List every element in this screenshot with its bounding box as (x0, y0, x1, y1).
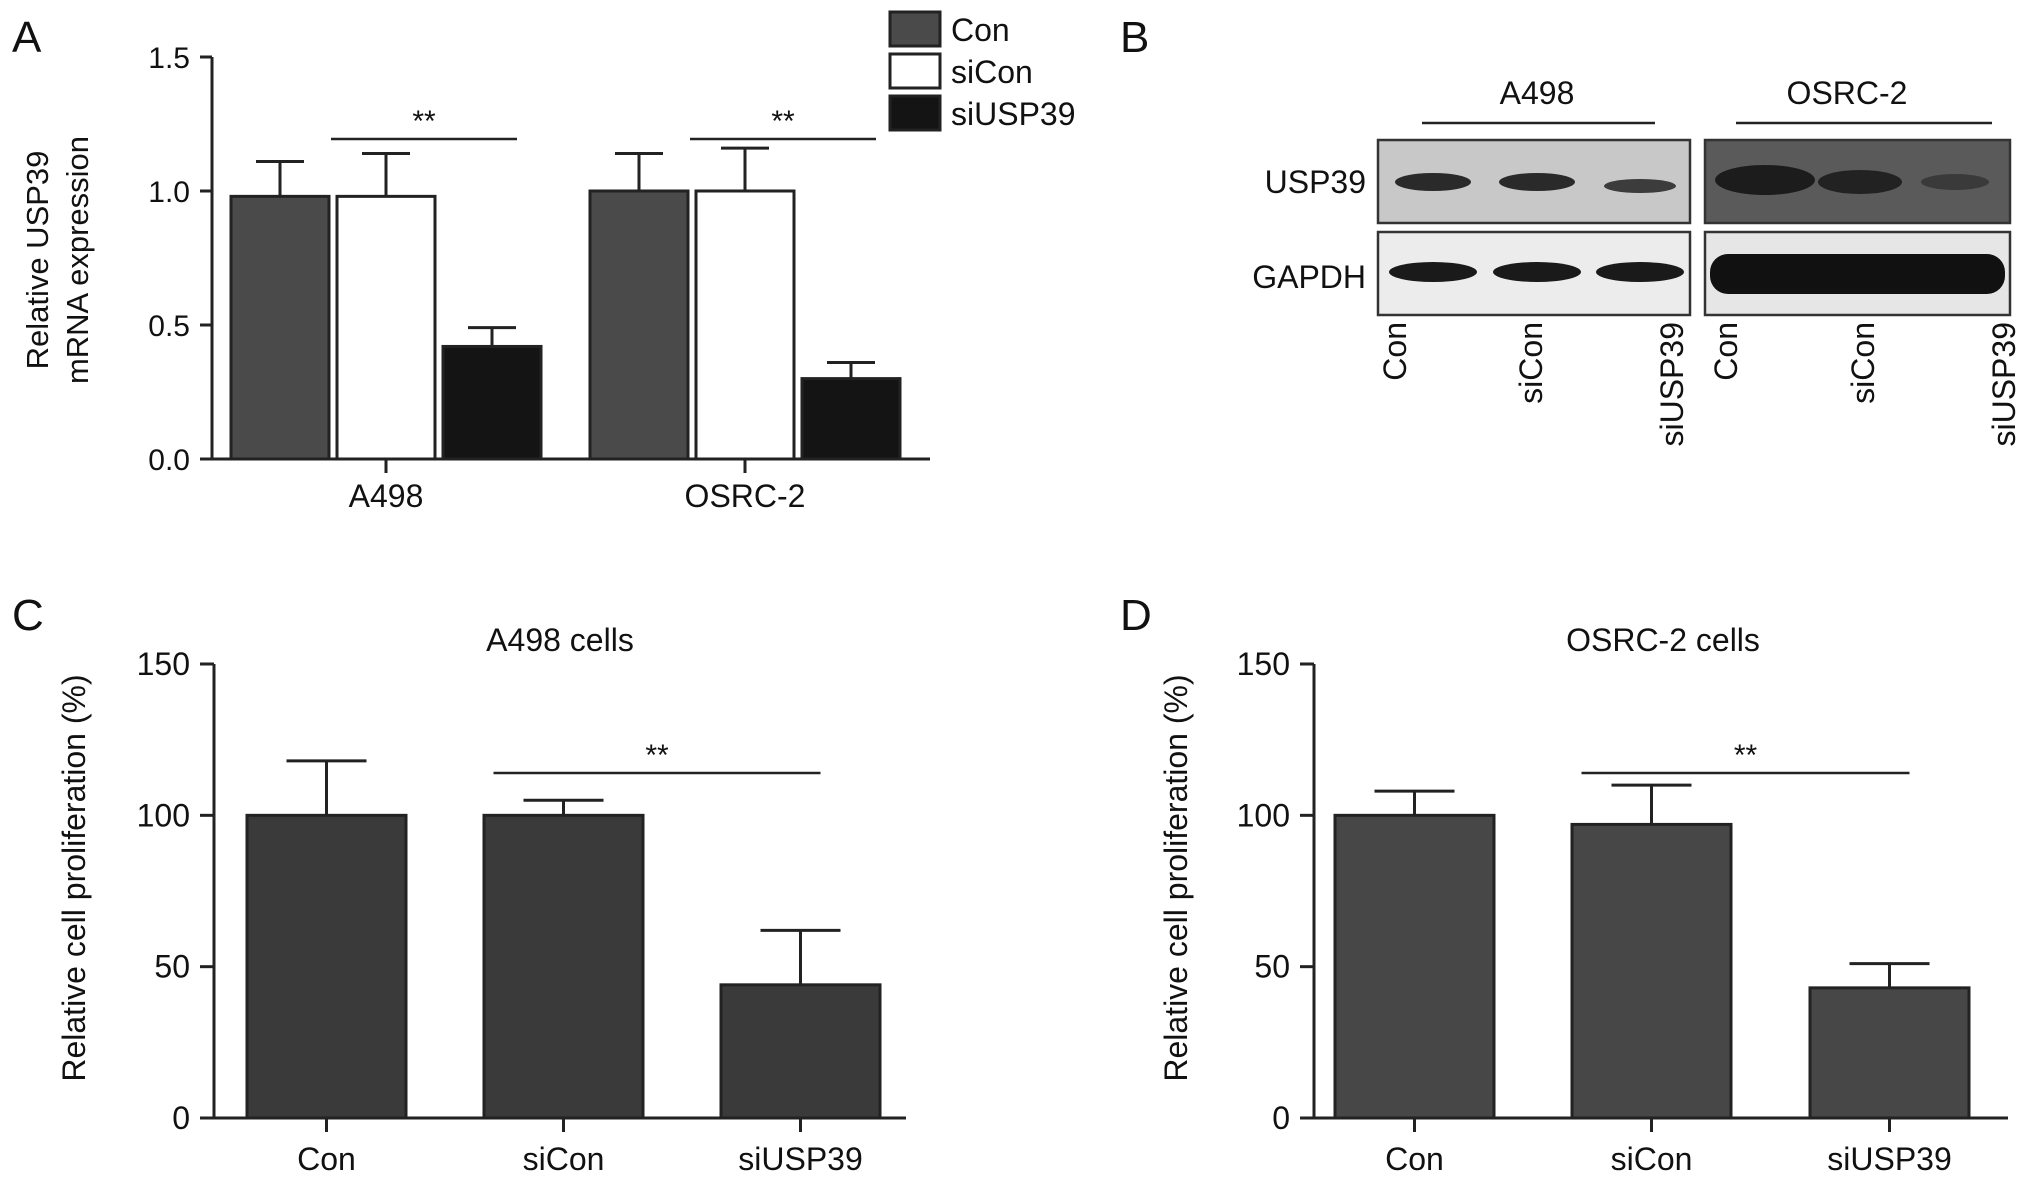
blot-lane-label: siUSP39 (1986, 322, 2022, 447)
panel-d-y-tick-label: 100 (1237, 797, 1290, 833)
panel-a-ylabel-line2: mRNA expression (60, 136, 95, 384)
panel-c-y-tick-label: 0 (172, 1100, 190, 1136)
blot-gapdh-a498-band-siusp39 (1596, 262, 1684, 282)
blot-lane-label: Con (1708, 322, 1744, 381)
blot-usp39-a498-band-con (1395, 173, 1471, 191)
blot-gapdh-a498-band-con (1389, 262, 1477, 282)
panel-a-y-tick-label: 0.0 (148, 444, 190, 477)
blot-usp39-a498-band-siusp39 (1604, 179, 1676, 193)
panel-a-significance-stars: ** (771, 105, 795, 138)
blot-usp39-osrc2-band-con (1715, 165, 1815, 195)
panel-c-bar (245, 813, 408, 1120)
panel-a-ylabel-line1: Relative USP39 (20, 151, 55, 370)
panel-a-x-category: OSRC-2 (685, 478, 806, 514)
panel-c-chart: A498 cells Relative cell proliferation (… (56, 622, 906, 1177)
blot-row-usp39-label: USP39 (1265, 164, 1366, 200)
panel-a-bar (335, 194, 437, 461)
panel-c-ylabel-text: Relative cell proliferation (%) (56, 674, 92, 1081)
panel-a-y-tick-label: 0.5 (148, 310, 190, 343)
panel-label-d: D (1120, 591, 1152, 640)
panel-c-x-category: Con (297, 1141, 356, 1177)
panel-label-b: B (1120, 13, 1149, 62)
panel-a-bar (588, 189, 690, 461)
panel-a-ylabel: Relative USP39 mRNA expression (20, 136, 95, 384)
panel-d-title: OSRC-2 cells (1566, 622, 1760, 658)
panel-c-significance-stars: ** (645, 739, 669, 772)
blot-cellline-a498: A498 (1500, 75, 1575, 111)
panel-a-bar (441, 344, 543, 461)
panel-d-y-tick-label: 50 (1254, 949, 1290, 985)
panel-a-bar (694, 189, 796, 461)
panel-b-western-blot: A498 OSRC-2 USP39 GAPDH Con siCon siUSP39 C… (1252, 75, 2022, 447)
panel-a-legend-label: Con (951, 12, 1010, 48)
panel-a-significance-stars: ** (412, 105, 436, 138)
panel-a-bar (800, 377, 902, 461)
panel-a-x-category: A498 (349, 478, 424, 514)
blot-gapdh-osrc2-band (1710, 254, 2005, 294)
blot-cellline-osrc2: OSRC-2 (1787, 75, 1908, 111)
panel-c-bar (482, 813, 645, 1120)
panel-d-ylabel-text: Relative cell proliferation (%) (1158, 674, 1194, 1081)
panel-c-bar (719, 983, 882, 1120)
panel-d-x-category: siCon (1611, 1141, 1693, 1177)
panel-label-a: A (12, 13, 42, 62)
blot-gapdh-a498-band-sicon (1493, 262, 1581, 282)
blot-usp39-osrc2-band-sicon (1818, 170, 1902, 194)
panel-d-bar (1333, 813, 1496, 1120)
panel-a-y-tick-label: 1.0 (148, 176, 190, 209)
panel-d-bar (1570, 822, 1733, 1120)
panel-d-y-tick-label: 150 (1237, 646, 1290, 682)
panel-label-c: C (12, 591, 44, 640)
panel-a-legend-label: siCon (951, 54, 1033, 90)
panel-c-ylabel: Relative cell proliferation (%) (56, 674, 92, 1081)
panel-d-chart: OSRC-2 cells Relative cell proliferation… (1158, 622, 2008, 1177)
blot-lane-label: siUSP39 (1654, 322, 1690, 447)
panel-a-bar (229, 194, 331, 461)
panel-d-x-category: Con (1385, 1141, 1444, 1177)
panel-a-legend-swatch (888, 94, 942, 132)
blot-lane-label: siCon (1513, 322, 1549, 404)
panel-c-x-category: siUSP39 (738, 1141, 863, 1177)
panel-c-y-tick-label: 150 (137, 646, 190, 682)
blot-usp39-a498-band-sicon (1499, 173, 1575, 191)
panel-a-legend-label: siUSP39 (951, 96, 1076, 132)
blot-lane-label: Con (1377, 322, 1413, 381)
panel-c-title: A498 cells (486, 622, 634, 658)
panel-d-ylabel: Relative cell proliferation (%) (1158, 674, 1194, 1081)
panel-d-bar (1808, 986, 1971, 1120)
panel-d-x-category: siUSP39 (1827, 1141, 1952, 1177)
panel-c-y-tick-label: 100 (137, 797, 190, 833)
panel-a-legend-swatch (888, 10, 942, 48)
panel-a-legend-swatch (888, 52, 942, 90)
panel-d-significance-stars: ** (1734, 739, 1758, 772)
panel-c-x-category: siCon (523, 1141, 605, 1177)
panel-a-chart: Relative USP39 mRNA expression 0.0 0.5 1.0… (20, 10, 1076, 514)
panel-a-y-tick-label: 1.5 (148, 42, 190, 75)
panel-c-y-tick-label: 50 (154, 949, 190, 985)
blot-lane-label: siCon (1845, 322, 1881, 404)
panel-d-y-tick-label: 0 (1272, 1100, 1290, 1136)
blot-row-gapdh-label: GAPDH (1252, 259, 1366, 295)
blot-usp39-osrc2-band-siusp39 (1921, 174, 1989, 190)
